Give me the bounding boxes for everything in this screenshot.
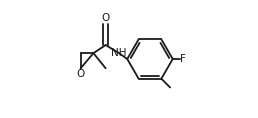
Text: F: F bbox=[180, 54, 186, 64]
Text: NH: NH bbox=[111, 48, 127, 58]
Text: O: O bbox=[76, 69, 84, 79]
Text: O: O bbox=[102, 13, 110, 23]
